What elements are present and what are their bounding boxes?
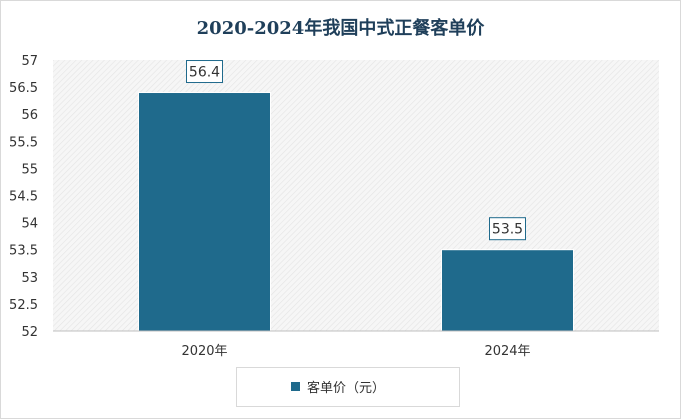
y-tick-label: 55.5 xyxy=(9,135,38,150)
x-axis: 2020年 2024年 xyxy=(53,330,659,359)
y-tick-label: 52.5 xyxy=(9,298,38,313)
y-tick-label: 54 xyxy=(21,217,38,232)
y-tick-label: 55 xyxy=(21,162,38,177)
legend-label: 客单价（元） xyxy=(307,381,386,396)
bar xyxy=(441,249,574,332)
data-label-box xyxy=(186,60,223,84)
y-tick-label: 57 xyxy=(21,54,38,69)
y-tick-label: 53.5 xyxy=(9,244,38,259)
y-tick-label: 52 xyxy=(21,325,38,340)
y-tick-label: 53 xyxy=(21,271,38,286)
bar xyxy=(138,92,271,332)
data-label: 53.5 xyxy=(492,222,523,238)
data-label-box xyxy=(489,217,526,241)
y-tick-label: 56 xyxy=(21,108,38,123)
chart-title: 2020-2024年我国中式正餐客单价 xyxy=(196,18,485,39)
legend: 客单价（元） xyxy=(236,367,460,407)
x-tick-label: 2020年 xyxy=(181,344,227,359)
legend-swatch xyxy=(291,382,300,391)
x-tick-label: 2024年 xyxy=(484,344,530,359)
bars: 56.4 53.5 xyxy=(138,60,574,332)
y-tick-label: 54.5 xyxy=(9,190,38,205)
data-label: 56.4 xyxy=(189,65,220,81)
y-axis: 52 52.5 53 53.5 54 54.5 55 55.5 56 56.5 57 xyxy=(9,54,38,340)
y-tick-label: 56.5 xyxy=(9,81,38,96)
